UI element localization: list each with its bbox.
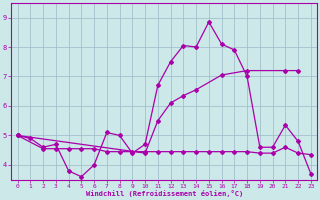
- X-axis label: Windchill (Refroidissement éolien,°C): Windchill (Refroidissement éolien,°C): [85, 190, 243, 197]
